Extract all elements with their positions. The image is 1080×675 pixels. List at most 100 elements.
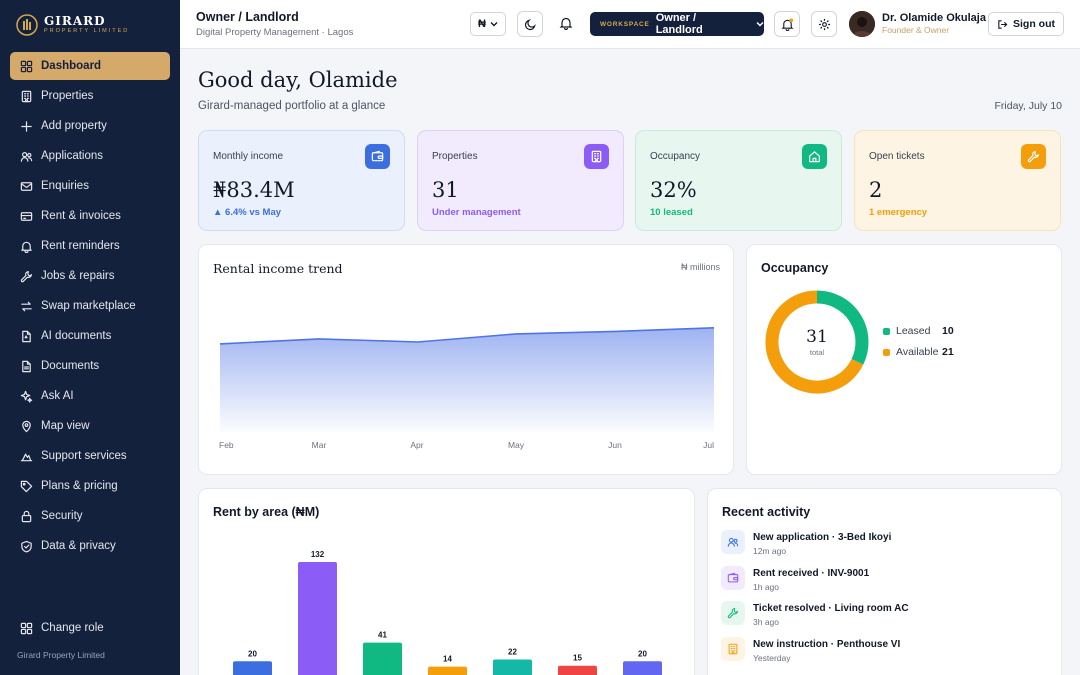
sidebar-item-plans-pricing[interactable]: Plans & pricing [10,472,170,500]
kpi-subtext: 1 emergency [869,207,928,218]
activity-title: New application · 3-Bed Ikoyi [753,532,892,543]
occupancy-title: Occupancy [761,261,829,275]
sidebar-item-properties[interactable]: Properties [10,82,170,110]
map-pin-icon [22,420,31,432]
kpi-label: Open tickets [869,151,925,162]
sidebar-item-label: Security [41,510,83,522]
building-icon [21,90,32,102]
sidebar-item-label: Swap marketplace [41,300,136,312]
sidebar-item-label: Add property [41,120,107,132]
sidebar-item-security[interactable]: Security [10,502,170,530]
wrench-icon [727,608,738,619]
alerts-button[interactable] [774,11,800,37]
area-bar[interactable] [428,666,467,675]
legend-item-leased: Leased 10 [883,325,954,337]
shield-icon [21,540,32,552]
legend-swatch [883,348,890,356]
plus-icon [21,120,32,132]
sidebar-item-label: Support services [41,450,127,462]
legend-label: Available [896,346,939,358]
sidebar-item-data-privacy[interactable]: Data & privacy [10,532,170,560]
chevron-down-icon [756,22,764,27]
bell-icon [559,17,573,30]
support-icon [20,453,33,461]
sidebar-item-ai-documents[interactable]: AI documents [10,322,170,350]
kpi-label: Properties [432,151,478,162]
activity-title: Ticket resolved · Living room AC [753,603,909,614]
kpi-card-properties[interactable]: Properties 31 Under management [417,130,624,231]
area-bar[interactable] [298,562,337,675]
recent-activity-title: Recent activity [722,505,811,519]
top-header: Owner / Landlord Digital Property Manage… [180,0,1080,49]
kpi-card-monthly-income[interactable]: Monthly income ₦83.4M ▲ 6.4% vs May [198,130,405,231]
grid-icon [20,622,33,634]
kpi-label: Monthly income [213,151,284,162]
sidebar-item-rent-reminders[interactable]: Rent reminders [10,232,170,260]
x-tick-label: Mar [312,440,327,450]
change-role-button[interactable]: Change role [10,614,170,642]
mail-icon [20,181,33,191]
lock-icon [21,510,32,522]
sidebar-item-dashboard[interactable]: Dashboard [10,52,170,80]
area-bar[interactable] [623,661,662,675]
sign-out-label: Sign out [1013,18,1055,30]
kpi-icon-badge [584,144,609,169]
notifications-button[interactable] [556,13,576,33]
bar-value-label: 22 [508,648,517,657]
sidebar-item-enquiries[interactable]: Enquiries [10,172,170,200]
sidebar-item-jobs-repairs[interactable]: Jobs & repairs [10,262,170,290]
bar-value-label: 15 [573,654,582,663]
area-bar[interactable] [493,659,532,675]
income-trend-chart: Feb Mar Apr May Jun Jul [219,327,714,450]
sidebar-item-documents[interactable]: Documents [10,352,170,380]
rent-by-area-card: Rent by area (₦M) 20 132 41 14 22 15 20 [198,488,695,675]
workspace-value: Owner / Landlord [655,12,703,36]
kpi-card-open-tickets[interactable]: Open tickets 2 1 emergency [854,130,1061,231]
income-area-fill [220,327,714,432]
kpi-subtext: ▲ 6.4% vs May [213,207,282,218]
currency-select[interactable]: ₦ [470,12,506,36]
activity-title: New instruction · Penthouse VI [753,638,901,650]
kpi-subtext: 10 leased [650,207,693,218]
donut-slice-available [765,290,864,394]
greeting-title: Good day, Olamide [198,68,398,92]
activity-item[interactable]: Rent received · INV-9001 1h ago [721,565,869,592]
workspace-switcher[interactable]: WORKSPACE Owner / Landlord [590,12,764,36]
avatar[interactable] [849,11,875,37]
sidebar-item-label: Ask AI [41,390,74,402]
activity-item[interactable]: New application · 3-Bed Ikoyi 12m ago [721,530,891,556]
area-bar[interactable] [363,642,402,675]
sidebar-item-label: Jobs & repairs [41,270,115,282]
sidebar-nav: Dashboard Properties Add property Applicati… [10,52,170,562]
kpi-card-occupancy[interactable]: Occupancy 32% 10 leased [635,130,842,231]
activity-icon-badge [721,565,745,590]
sidebar-item-label: Plans & pricing [41,480,118,492]
sidebar-item-label: Dashboard [41,60,102,72]
sparkle-icon [20,390,33,403]
bell-alert-icon [781,17,793,31]
sidebar-item-map-view[interactable]: Map view [10,412,170,440]
tag-icon [20,480,33,492]
activity-item[interactable]: New instruction · Penthouse VI Yesterday [721,636,901,663]
area-bar[interactable] [558,665,597,675]
sidebar-item-applications[interactable]: Applications [10,142,170,170]
brand-logo[interactable]: GIRARD PROPERTY LIMITED [16,14,129,36]
sidebar-item-label: Rent reminders [41,240,120,252]
kpi-value: 31 [432,178,459,202]
workspace-label: WORKSPACE [600,20,650,28]
sidebar-item-label: Map view [41,420,90,432]
doc-ai-icon [22,330,31,342]
sidebar-item-ask-ai[interactable]: Ask AI [10,382,170,410]
sidebar-item-add-property[interactable]: Add property [10,112,170,140]
brand-sub: PROPERTY LIMITED [44,28,130,34]
wrench-icon [20,270,32,282]
donut-slice-leased [816,290,869,365]
activity-item[interactable]: Ticket resolved · Living room AC 3h ago [721,601,909,627]
settings-button[interactable] [811,11,837,37]
sign-out-button[interactable]: Sign out [988,12,1064,36]
area-bar[interactable] [233,661,272,675]
sidebar-item-rent-invoices[interactable]: Rent & invoices [10,202,170,230]
sidebar-item-support-services[interactable]: Support services [10,442,170,470]
sidebar-item-swap-marketplace[interactable]: Swap marketplace [10,292,170,320]
theme-toggle-button[interactable] [517,11,543,37]
